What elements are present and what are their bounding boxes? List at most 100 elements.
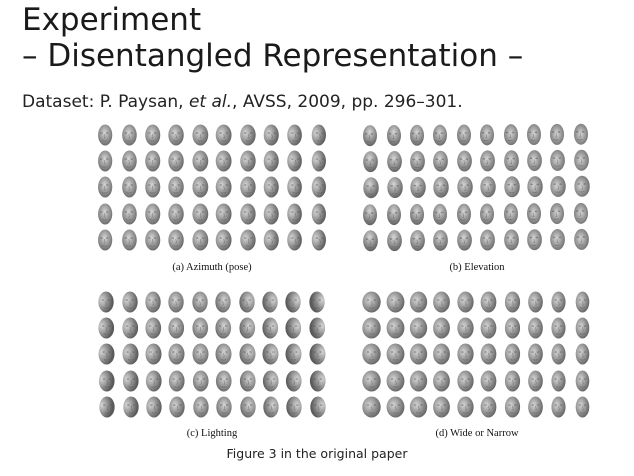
face-thumbnail <box>547 394 570 420</box>
face-thumbnail <box>235 394 258 420</box>
slide-title: Experiment <box>22 2 202 38</box>
face-thumbnail <box>282 148 305 174</box>
face-thumbnail <box>142 368 165 394</box>
face-thumbnail <box>189 289 212 315</box>
face-thumbnail <box>571 394 594 420</box>
face-thumbnail <box>477 289 500 315</box>
face-thumbnail <box>430 341 453 367</box>
face-thumbnail <box>142 148 165 174</box>
face-thumbnail <box>383 341 406 367</box>
face-thumbnail <box>189 122 212 148</box>
face-thumbnail <box>500 148 523 174</box>
face-thumbnail <box>282 394 305 420</box>
face-thumbnail <box>454 368 477 394</box>
face-thumbnail <box>477 315 500 341</box>
face-thumbnail <box>524 368 547 394</box>
face-thumbnail <box>189 201 212 227</box>
face-thumbnail <box>95 122 118 148</box>
face-thumbnail <box>407 148 430 174</box>
dataset-citation-suffix: , AVSS, 2009, pp. 296–301. <box>232 92 463 112</box>
dataset-citation: Dataset: P. Paysan, et al., AVSS, 2009, … <box>22 91 463 113</box>
face-thumbnail <box>235 368 258 394</box>
face-thumbnail <box>407 394 430 420</box>
face-thumbnail <box>477 394 500 420</box>
face-thumbnail <box>165 315 188 341</box>
face-thumbnail <box>500 394 523 420</box>
face-thumbnail <box>212 201 235 227</box>
face-thumbnail <box>500 368 523 394</box>
face-thumbnail <box>118 227 141 253</box>
face-thumbnail <box>430 227 453 253</box>
panel-wide-narrow <box>360 289 594 420</box>
face-thumbnail <box>235 122 258 148</box>
face-thumbnail <box>547 174 570 200</box>
face-thumbnail <box>500 227 523 253</box>
face-thumbnail <box>165 394 188 420</box>
face-thumbnail <box>407 368 430 394</box>
face-thumbnail <box>524 341 547 367</box>
face-thumbnail <box>118 341 141 367</box>
face-thumbnail <box>259 174 282 200</box>
face-thumbnail <box>571 315 594 341</box>
face-thumbnail <box>524 148 547 174</box>
face-thumbnail <box>407 174 430 200</box>
face-thumbnail <box>165 227 188 253</box>
face-thumbnail <box>454 227 477 253</box>
face-thumbnail <box>524 315 547 341</box>
face-thumbnail <box>165 201 188 227</box>
face-thumbnail <box>189 227 212 253</box>
face-thumbnail <box>142 394 165 420</box>
face-thumbnail <box>142 174 165 200</box>
face-thumbnail <box>430 368 453 394</box>
face-thumbnail <box>282 227 305 253</box>
face-thumbnail <box>360 201 383 227</box>
panel-lighting <box>95 289 329 420</box>
face-thumbnail <box>407 122 430 148</box>
face-thumbnail <box>165 341 188 367</box>
panel-caption-lighting: (c) Lighting <box>186 428 238 439</box>
face-thumbnail <box>383 394 406 420</box>
face-thumbnail <box>95 315 118 341</box>
face-thumbnail <box>547 148 570 174</box>
face-thumbnail <box>500 315 523 341</box>
face-thumbnail <box>118 174 141 200</box>
face-thumbnail <box>95 201 118 227</box>
face-thumbnail <box>547 315 570 341</box>
face-thumbnail <box>165 148 188 174</box>
face-thumbnail <box>454 394 477 420</box>
face-thumbnail <box>454 174 477 200</box>
face-thumbnail <box>383 148 406 174</box>
face-thumbnail <box>282 122 305 148</box>
face-thumbnail <box>500 289 523 315</box>
face-thumbnail <box>571 227 594 253</box>
slide-subtitle: – Disentangled Representation – <box>22 38 524 74</box>
face-thumbnail <box>189 368 212 394</box>
face-thumbnail <box>95 227 118 253</box>
face-thumbnail <box>571 341 594 367</box>
face-thumbnail <box>142 341 165 367</box>
face-thumbnail <box>477 227 500 253</box>
face-thumbnail <box>259 122 282 148</box>
face-thumbnail <box>306 174 329 200</box>
face-thumbnail <box>407 227 430 253</box>
face-thumbnail <box>360 174 383 200</box>
face-thumbnail <box>235 227 258 253</box>
face-thumbnail <box>524 394 547 420</box>
face-thumbnail <box>383 368 406 394</box>
face-thumbnail <box>500 201 523 227</box>
face-thumbnail <box>383 315 406 341</box>
figure-caption: Figure 3 in the original paper <box>226 446 408 461</box>
face-thumbnail <box>235 174 258 200</box>
face-thumbnail <box>282 289 305 315</box>
face-thumbnail <box>165 289 188 315</box>
face-thumbnail <box>282 368 305 394</box>
face-thumbnail <box>383 201 406 227</box>
face-thumbnail <box>95 341 118 367</box>
face-thumbnail <box>477 201 500 227</box>
face-thumbnail <box>407 341 430 367</box>
face-thumbnail <box>142 122 165 148</box>
face-thumbnail <box>430 122 453 148</box>
face-thumbnail <box>118 201 141 227</box>
face-thumbnail <box>360 289 383 315</box>
face-thumbnail <box>165 368 188 394</box>
